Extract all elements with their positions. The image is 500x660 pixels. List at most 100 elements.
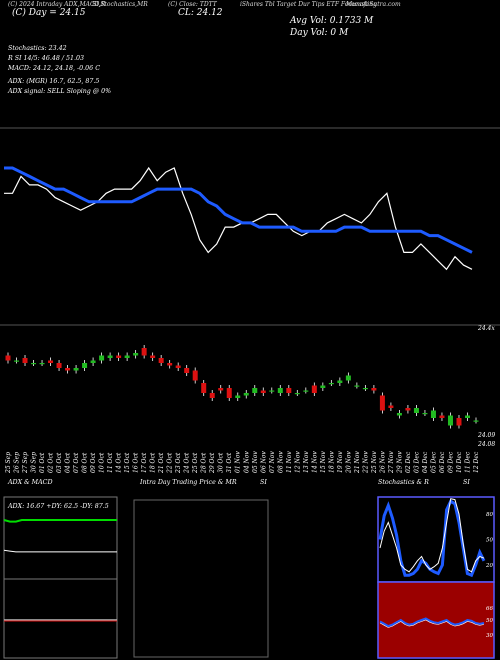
date-tick: 27 Nov (388, 451, 395, 474)
stochastics-readout: Stochastics: 23.42 (8, 45, 67, 52)
candle-down (286, 388, 292, 393)
date-tick: 25 Nov (371, 451, 378, 474)
candle-up (235, 395, 241, 398)
candle-up (82, 363, 88, 368)
candle-down (388, 405, 394, 408)
macd-readout: MACD: 24.12, 24.18, -0.06 C (8, 65, 101, 72)
stoch-panel-title: Stochastics & R (378, 479, 429, 486)
date-tick: 04 Dec (422, 451, 429, 473)
rsi-tick-label: 66 (486, 606, 493, 612)
candle-down (379, 395, 385, 411)
adx-line (3, 549, 117, 553)
candle-down (311, 385, 317, 393)
date-tick: 11 Dec (464, 451, 471, 473)
candle-up (354, 385, 360, 387)
candle-up (320, 385, 326, 388)
candle-down (218, 388, 224, 391)
date-tick: 30 Sep (31, 452, 38, 473)
price-label-top: 24.4x (477, 325, 495, 332)
date-tick: 20 Nov (345, 451, 352, 474)
candle-up (269, 390, 275, 392)
candle-up (277, 388, 283, 393)
candle-up (31, 363, 37, 365)
candle-up (328, 383, 334, 385)
header-strip: (C) 2024 Intraday ADX,MACD,R SI,Stochasti… (0, 1, 500, 11)
candle-down (175, 365, 181, 368)
date-tick: 08 Nov (277, 451, 284, 473)
candle-up (73, 368, 79, 371)
date-tick: 24 Oct (184, 452, 191, 474)
day-volume: Day Vol: 0 M (290, 28, 349, 38)
candle-up (243, 393, 249, 396)
date-tick: 29 Oct (209, 452, 216, 474)
date-tick: 01 Oct (39, 452, 46, 473)
date-tick: 23 Oct (175, 452, 182, 474)
close-price: CL: 24.12 (178, 8, 223, 18)
header-text-4: MunafaSutra.com (346, 1, 401, 8)
intraday-panel-title: Intra Day Trading Price & MR (140, 479, 237, 486)
adx-signal-readout: ADX signal: SELL Sloping @ 0% (8, 88, 112, 95)
date-tick: 21 Oct (158, 452, 165, 474)
date-tick: 12 Nov (294, 451, 301, 473)
date-tick: 22 Oct (167, 452, 174, 474)
candle-down (192, 370, 198, 381)
date-tick: 29 Nov (396, 451, 403, 474)
candle-up (294, 393, 300, 395)
candle-down (184, 368, 190, 373)
candle-down (65, 368, 71, 371)
candle-up (14, 360, 20, 362)
candle-down (22, 358, 28, 363)
candle-up (124, 355, 130, 358)
price-label-low-1: 24.09 (477, 432, 495, 439)
candle-down (48, 360, 54, 363)
avg-volume: Avg Vol: 0.1733 M (290, 16, 374, 26)
candle-down (405, 408, 411, 411)
date-tick: 17 Oct (141, 452, 148, 473)
adx-readout: ADX: (MGR) 16.7, 62.5, 87.5 (8, 78, 100, 85)
candle-down (456, 418, 462, 426)
date-tick: 11 Nov (286, 451, 293, 473)
candle-down (439, 415, 445, 418)
candle-up (430, 410, 436, 418)
date-tick: 28 Oct (201, 452, 208, 474)
rsi-readout: R SI 14/5: 46.48 / 51.03 (8, 55, 84, 62)
candle-down (167, 363, 173, 366)
candle-up (252, 388, 258, 393)
stochastics-panel (377, 496, 495, 583)
date-tick: 14 Oct (116, 452, 123, 473)
candle-down (5, 355, 11, 361)
rsi-line (379, 617, 485, 628)
candle-up (473, 420, 479, 422)
candle-up (90, 360, 96, 363)
candle-up (396, 413, 402, 416)
rsi-line-overlay (379, 619, 485, 628)
date-tick: 19 Nov (337, 451, 344, 473)
date-tick: 04 Oct (65, 452, 72, 473)
date-tick: 06 Dec (439, 451, 446, 473)
moving-average-line (4, 166, 473, 254)
candle-down (209, 393, 215, 398)
date-tick: 16 Oct (133, 452, 140, 473)
date-tick: 05 Nov (252, 451, 259, 473)
date-tick: 18 Nov (328, 451, 335, 473)
date-tick: 07 Oct (73, 452, 80, 473)
candle-up (107, 355, 113, 358)
date-tick: 25 Sep (5, 452, 12, 474)
date-tick: 25 Oct (192, 452, 199, 474)
date-tick: 18 Oct (150, 452, 157, 473)
stochastic-k-line (378, 499, 486, 578)
candle-up (464, 415, 470, 418)
date-tick: 21 Nov (354, 451, 361, 474)
date-tick: 12 Dec (473, 451, 480, 473)
date-tick: 10 Oct (99, 452, 106, 473)
stoch-tick-label: 80 (486, 512, 493, 518)
stoch-tick-label: 20 (485, 563, 493, 569)
date-tick: 11 Oct (107, 452, 114, 473)
header-text-1: SI,Stochastics,MR (92, 1, 148, 8)
adx-panel (3, 496, 118, 580)
candle-down (141, 348, 147, 356)
macd-panel (3, 578, 118, 659)
candle-down (201, 383, 207, 393)
date-tick: 09 Dec (447, 451, 454, 473)
